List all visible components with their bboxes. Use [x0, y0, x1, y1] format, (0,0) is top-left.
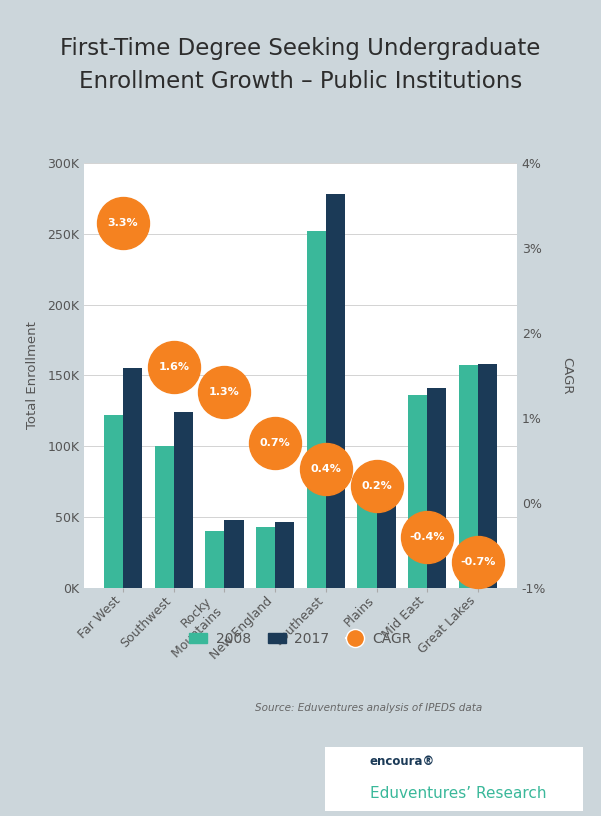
Bar [427, 388, 447, 588]
Bar [408, 395, 427, 588]
Bar [478, 364, 497, 588]
FancyBboxPatch shape [325, 747, 583, 811]
Text: Source: Eduventures analysis of IPEDS data: Source: Eduventures analysis of IPEDS da… [255, 703, 483, 713]
Bar [205, 531, 224, 588]
Text: 0.4%: 0.4% [310, 463, 341, 474]
Point [423, 530, 432, 543]
Point [473, 556, 483, 569]
Bar [326, 194, 345, 588]
Text: 1.6%: 1.6% [158, 361, 189, 372]
Text: 0.7%: 0.7% [260, 438, 290, 448]
Bar [377, 481, 396, 588]
Text: 1.3%: 1.3% [209, 388, 240, 397]
Legend: 2008, 2017, CAGR: 2008, 2017, CAGR [189, 632, 412, 645]
Bar [224, 520, 244, 588]
Text: 3.3%: 3.3% [108, 218, 138, 228]
Text: 0.2%: 0.2% [361, 481, 392, 490]
Point [372, 479, 382, 492]
Point [219, 386, 229, 399]
Text: encoura®: encoura® [370, 755, 435, 768]
Y-axis label: CAGR: CAGR [560, 357, 573, 394]
Point [169, 361, 178, 374]
Y-axis label: Total Enrollment: Total Enrollment [26, 322, 39, 429]
Bar [104, 415, 123, 588]
Bar [307, 231, 326, 588]
Text: First-Time Degree Seeking Undergraduate
Enrollment Growth – Public Institutions: First-Time Degree Seeking Undergraduate … [60, 37, 541, 92]
Text: -0.7%: -0.7% [460, 557, 496, 567]
Bar [256, 526, 275, 588]
Bar [154, 446, 174, 588]
Bar [275, 522, 294, 588]
Point [270, 437, 280, 450]
Text: -0.4%: -0.4% [409, 531, 445, 542]
Point [321, 462, 331, 475]
Bar [123, 368, 142, 588]
Bar [459, 366, 478, 588]
Text: Eduventures’ Research: Eduventures’ Research [370, 786, 546, 801]
Bar [357, 486, 377, 588]
Point [118, 216, 128, 229]
Bar [174, 412, 193, 588]
